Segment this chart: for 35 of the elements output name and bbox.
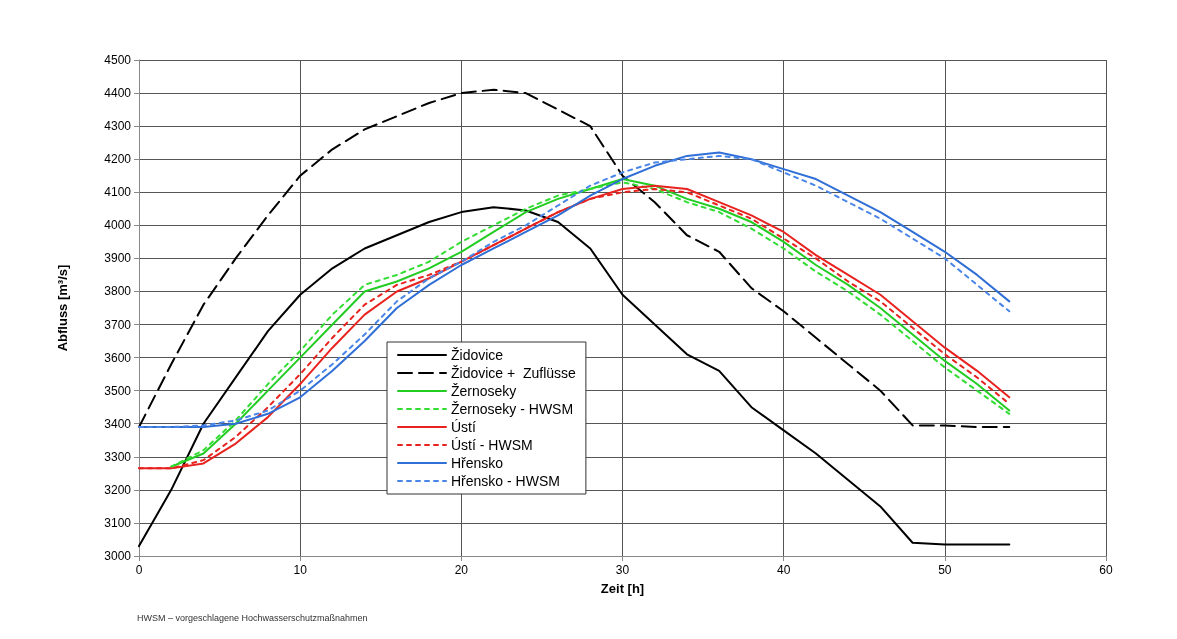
y-tick-label: 3200 [104,482,132,497]
y-tick-label: 4100 [104,185,132,200]
y-tick-label: 3000 [104,549,132,563]
x-tick-label: 50 [938,563,952,577]
x-tick-label: 0 [135,563,143,577]
x-tick-label: 40 [776,563,791,577]
y-tick-label: 4200 [104,152,132,167]
y-axis-title: Abfluss [m³/s] [55,264,70,352]
text: HWSM – vorgeschlagene Hochwasserschutzmaßnahmen [137,612,368,623]
legend-label: Ústí [451,419,476,435]
y-tick-label: 4000 [104,218,132,233]
y-tick-label: 3900 [104,251,132,266]
legend-label: Židovice [451,347,504,363]
legend-label: Žernoseky - HWSM [451,401,574,417]
y-tick-label: 4300 [104,119,132,134]
y-tick-label: 4500 [104,53,132,67]
y-tick-label: 3400 [104,416,132,431]
y-tick-label: 3300 [104,449,132,464]
y-tick-label: 3700 [104,317,132,332]
y-tick-label: 3800 [104,284,132,299]
legend-label: Žernoseky [451,383,517,399]
y-tick-label: 3600 [104,350,132,365]
y-tick-label: 3500 [104,383,132,398]
legend-label: Židovice + Zuflüsse [451,365,577,381]
legend-label: Ústí - HWSM [451,437,533,453]
x-tick-label: 10 [293,563,308,577]
x-axis-title: Zeit [h] [600,581,645,596]
x-tick-label: 20 [454,563,469,577]
y-tick-label: 4400 [104,86,132,101]
x-tick-label: 30 [615,563,630,577]
x-tick-label: 60 [1099,563,1113,577]
legend-label: Hřensko - HWSM [451,473,560,489]
legend-label: Hřensko [451,455,504,471]
line-series [138,206,1011,548]
y-tick-label: 3100 [104,515,132,530]
